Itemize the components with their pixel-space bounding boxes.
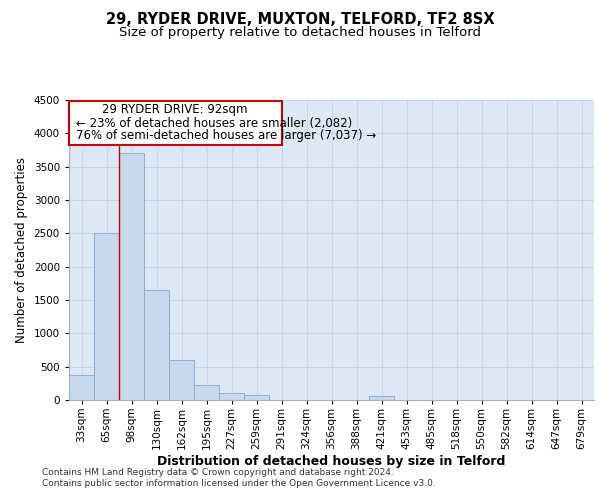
Bar — [69, 375, 94, 400]
Bar — [244, 396, 269, 400]
Text: Size of property relative to detached houses in Telford: Size of property relative to detached ho… — [119, 26, 481, 39]
Bar — [369, 396, 394, 400]
Bar — [119, 154, 144, 400]
Text: 29 RYDER DRIVE: 92sqm: 29 RYDER DRIVE: 92sqm — [103, 103, 248, 116]
Y-axis label: Number of detached properties: Number of detached properties — [15, 157, 28, 343]
Bar — [144, 290, 169, 400]
X-axis label: Distribution of detached houses by size in Telford: Distribution of detached houses by size … — [157, 454, 506, 468]
Bar — [169, 360, 194, 400]
Bar — [94, 234, 119, 400]
FancyBboxPatch shape — [69, 102, 281, 146]
Text: 76% of semi-detached houses are larger (7,037) →: 76% of semi-detached houses are larger (… — [77, 128, 377, 141]
Bar — [194, 384, 219, 400]
Text: ← 23% of detached houses are smaller (2,082): ← 23% of detached houses are smaller (2,… — [77, 116, 353, 130]
Text: Contains HM Land Registry data © Crown copyright and database right 2024.
Contai: Contains HM Land Registry data © Crown c… — [42, 468, 436, 487]
Text: 29, RYDER DRIVE, MUXTON, TELFORD, TF2 8SX: 29, RYDER DRIVE, MUXTON, TELFORD, TF2 8S… — [106, 12, 494, 28]
Bar — [219, 392, 244, 400]
